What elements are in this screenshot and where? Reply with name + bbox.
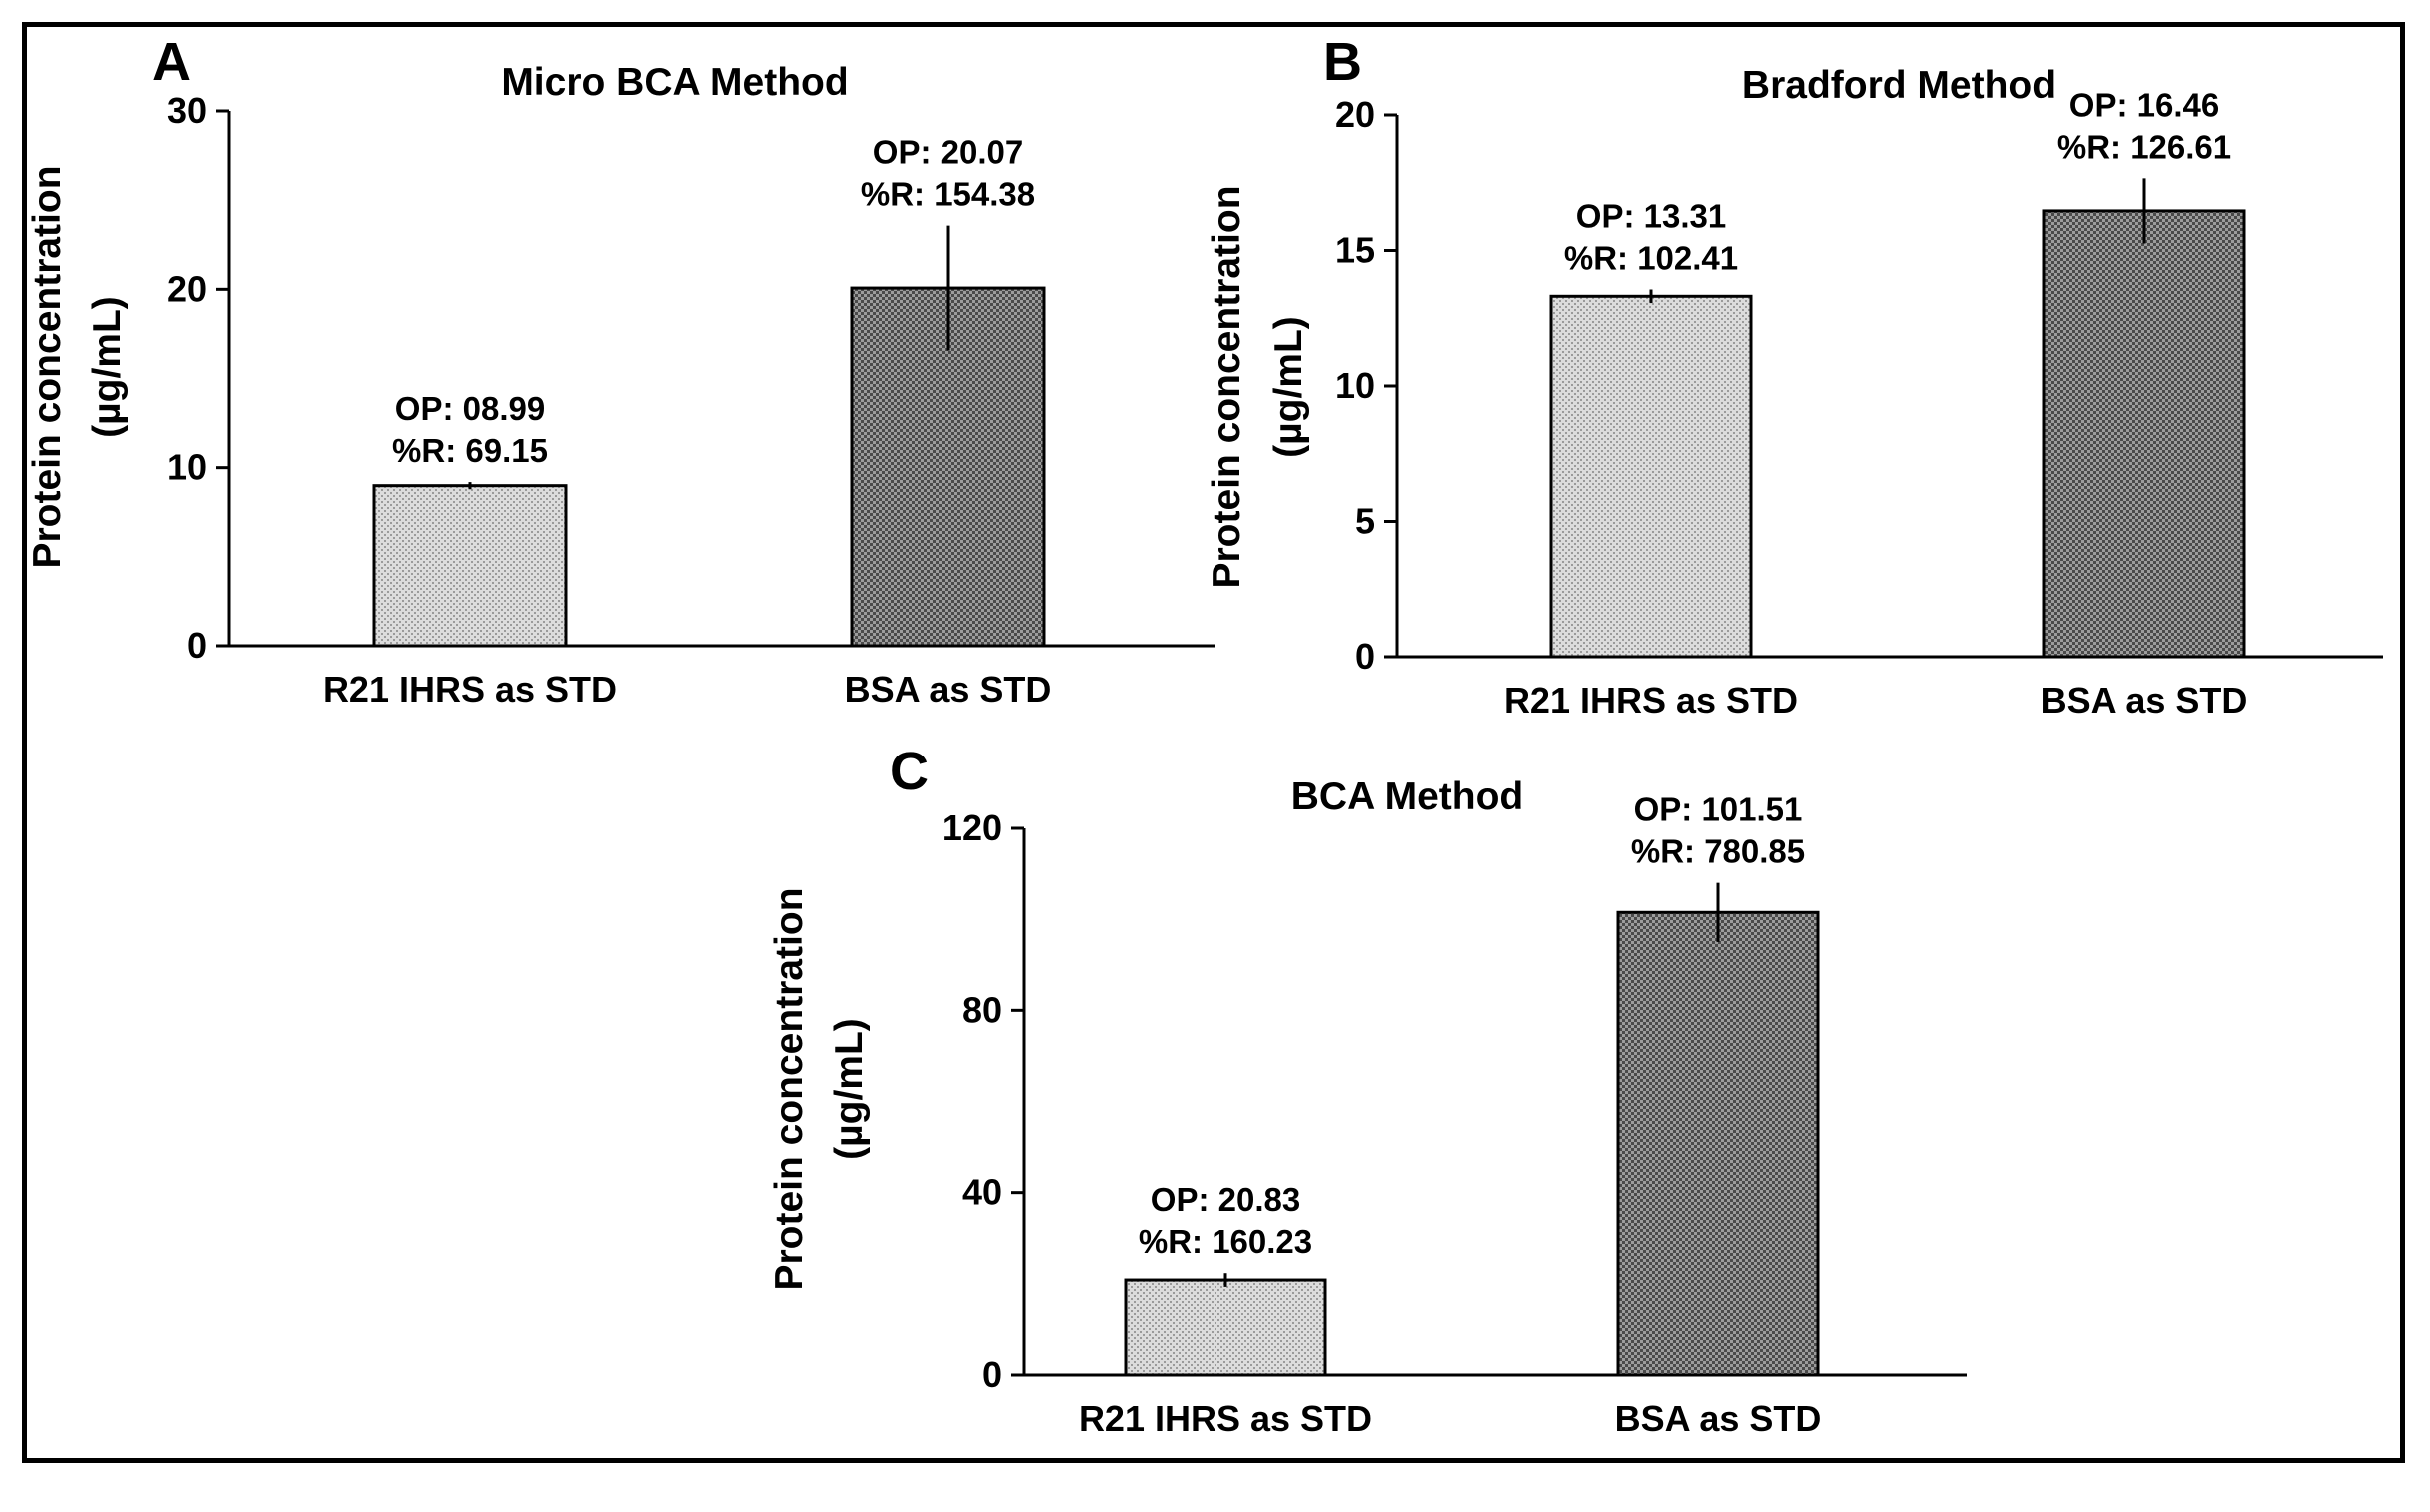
chart-c-category-label: R21 IHRS as STD bbox=[1079, 1398, 1372, 1439]
chart-c-ytick-label: 0 bbox=[982, 1354, 1002, 1395]
figure-frame bbox=[22, 22, 2405, 1463]
chart-c-annotation-r: %R: 160.23 bbox=[1139, 1223, 1312, 1260]
chart-b-annotation-op: OP: 16.46 bbox=[2069, 86, 2219, 123]
chart-b-title: Bradford Method bbox=[1742, 64, 2056, 107]
chart-a-ytick-label: 30 bbox=[167, 90, 207, 131]
chart-b-ylabel-line1: Protein concentration bbox=[1206, 185, 1248, 588]
chart-a-ytick-label: 0 bbox=[187, 625, 207, 666]
chart-a-category-label: R21 IHRS as STD bbox=[323, 669, 617, 710]
chart-b-ytick-label: 15 bbox=[1335, 230, 1375, 271]
chart-a-ylabel-line1: Protein concentration bbox=[26, 165, 69, 568]
chart-a-annotation-op: OP: 20.07 bbox=[873, 134, 1023, 171]
chart-a-ytick-label: 20 bbox=[167, 268, 207, 309]
chart-c-ytick-label: 120 bbox=[942, 807, 1002, 848]
chart-a-ytick-label: 10 bbox=[167, 447, 207, 488]
chart-a-category-label: BSA as STD bbox=[845, 669, 1052, 710]
chart-b-bar bbox=[1549, 294, 1753, 659]
chart-a-panel-label: A bbox=[152, 32, 191, 92]
chart-c-panel-label: C bbox=[890, 742, 929, 801]
chart-b-ylabel-line2: (µg/mL) bbox=[1267, 316, 1310, 458]
chart-c-title: BCA Method bbox=[1291, 775, 1524, 818]
chart-b-ytick-label: 0 bbox=[1355, 636, 1375, 677]
chart-c-bar bbox=[1616, 910, 1820, 1377]
chart-a-title: Micro BCA Method bbox=[501, 61, 848, 104]
chart-b-annotation-r: %R: 126.61 bbox=[2057, 128, 2231, 165]
chart-c-ytick-label: 40 bbox=[962, 1172, 1002, 1213]
chart-b-ytick-label: 5 bbox=[1355, 501, 1375, 542]
chart-c-category-label: BSA as STD bbox=[1615, 1398, 1822, 1439]
chart-c-annotation-r: %R: 780.85 bbox=[1631, 833, 1805, 870]
chart-a-ylabel-line2: (µg/mL) bbox=[86, 296, 129, 438]
chart-c-ytick-label: 80 bbox=[962, 989, 1002, 1030]
chart-b-ytick-label: 10 bbox=[1335, 365, 1375, 406]
chart-a-annotation-r: %R: 154.38 bbox=[861, 176, 1035, 213]
chart-c-annotation-op: OP: 20.83 bbox=[1151, 1181, 1300, 1218]
chart-c-bar bbox=[1124, 1278, 1327, 1377]
chart-c-annotation-op: OP: 101.51 bbox=[1634, 791, 1803, 828]
chart-a-annotation-r: %R: 69.15 bbox=[392, 432, 548, 469]
chart-a-bar bbox=[372, 484, 568, 648]
chart-b-annotation-r: %R: 102.41 bbox=[1564, 240, 1738, 277]
chart-b-panel-label: B bbox=[1323, 32, 1362, 92]
chart-b-annotation-op: OP: 13.31 bbox=[1576, 198, 1726, 235]
chart-b-category-label: R21 IHRS as STD bbox=[1504, 680, 1798, 721]
chart-b-bar bbox=[2042, 209, 2246, 659]
chart-b-ytick-label: 20 bbox=[1335, 94, 1375, 135]
chart-b-category-label: BSA as STD bbox=[2041, 680, 2248, 721]
chart-c-ylabel-line1: Protein concentration bbox=[768, 887, 811, 1290]
chart-c-ylabel-line2: (µg/mL) bbox=[828, 1018, 871, 1160]
chart-a-annotation-op: OP: 08.99 bbox=[395, 390, 545, 427]
